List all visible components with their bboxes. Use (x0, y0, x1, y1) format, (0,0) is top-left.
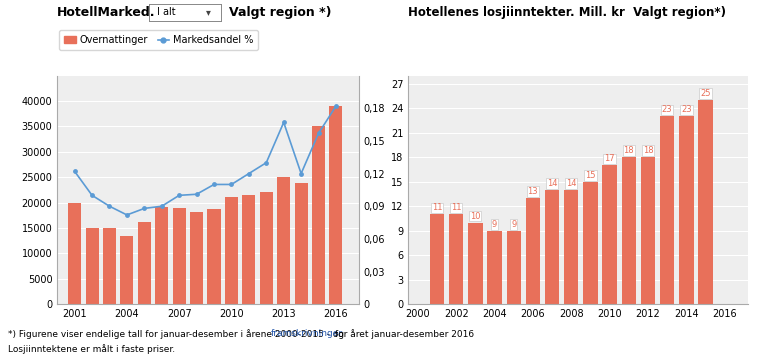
Bar (138, 222, 151, 304)
Text: 9: 9 (511, 220, 517, 229)
Text: 23: 23 (681, 105, 692, 114)
Bar (564, 190, 578, 304)
Bar (603, 165, 617, 304)
Text: Hotellenes losjiinntekter. Mill. kr  Valgt region*): Hotellenes losjiinntekter. Mill. kr Valg… (408, 6, 726, 19)
Text: ▾: ▾ (206, 7, 211, 17)
Bar (449, 215, 463, 304)
Bar (545, 190, 559, 304)
Text: 11: 11 (451, 203, 462, 212)
Bar (430, 215, 444, 304)
Text: for året januar-desember 2016: for året januar-desember 2016 (332, 329, 474, 339)
Text: 18: 18 (623, 146, 634, 155)
Bar (243, 195, 256, 304)
Text: 11: 11 (432, 203, 443, 212)
Text: framskrivninger: framskrivninger (271, 329, 343, 338)
Bar (190, 212, 203, 304)
Text: 13: 13 (527, 187, 538, 196)
Text: I alt: I alt (157, 7, 176, 17)
Bar (68, 203, 81, 304)
Bar (208, 209, 221, 304)
Legend: Overnattinger, Markedsandel %: Overnattinger, Markedsandel % (59, 30, 259, 50)
Bar (225, 197, 238, 304)
Bar (155, 207, 169, 304)
Text: 23: 23 (662, 105, 672, 114)
Text: HotellMarked.: HotellMarked. (57, 6, 156, 19)
Bar (103, 228, 116, 304)
Text: 14: 14 (547, 179, 557, 188)
Bar (679, 116, 694, 304)
Bar (172, 208, 185, 304)
Bar (698, 100, 713, 304)
Bar (259, 192, 273, 304)
Bar (277, 177, 290, 304)
Bar (488, 231, 502, 304)
Bar (330, 106, 343, 304)
Text: 18: 18 (642, 146, 653, 155)
Text: 15: 15 (585, 171, 596, 180)
Text: 9: 9 (492, 220, 497, 229)
Bar (660, 116, 674, 304)
Bar (468, 222, 482, 304)
Text: 14: 14 (566, 179, 577, 188)
Bar (507, 231, 521, 304)
Text: *) Figurene viser endelige tall for januar-desember i årene 2000-2015 - og: *) Figurene viser endelige tall for janu… (8, 329, 346, 339)
Bar (622, 157, 636, 304)
Bar (641, 157, 655, 304)
Text: 10: 10 (470, 212, 481, 221)
Text: Valgt region *): Valgt region *) (229, 6, 331, 19)
Bar (85, 228, 98, 304)
Text: 25: 25 (700, 89, 711, 98)
Text: 17: 17 (604, 154, 615, 163)
Bar (312, 126, 325, 304)
Text: Losjiinntektene er målt i faste priser.: Losjiinntektene er målt i faste priser. (8, 344, 175, 354)
Bar (295, 183, 307, 304)
Bar (526, 198, 540, 304)
Bar (583, 182, 597, 304)
Bar (121, 235, 134, 304)
